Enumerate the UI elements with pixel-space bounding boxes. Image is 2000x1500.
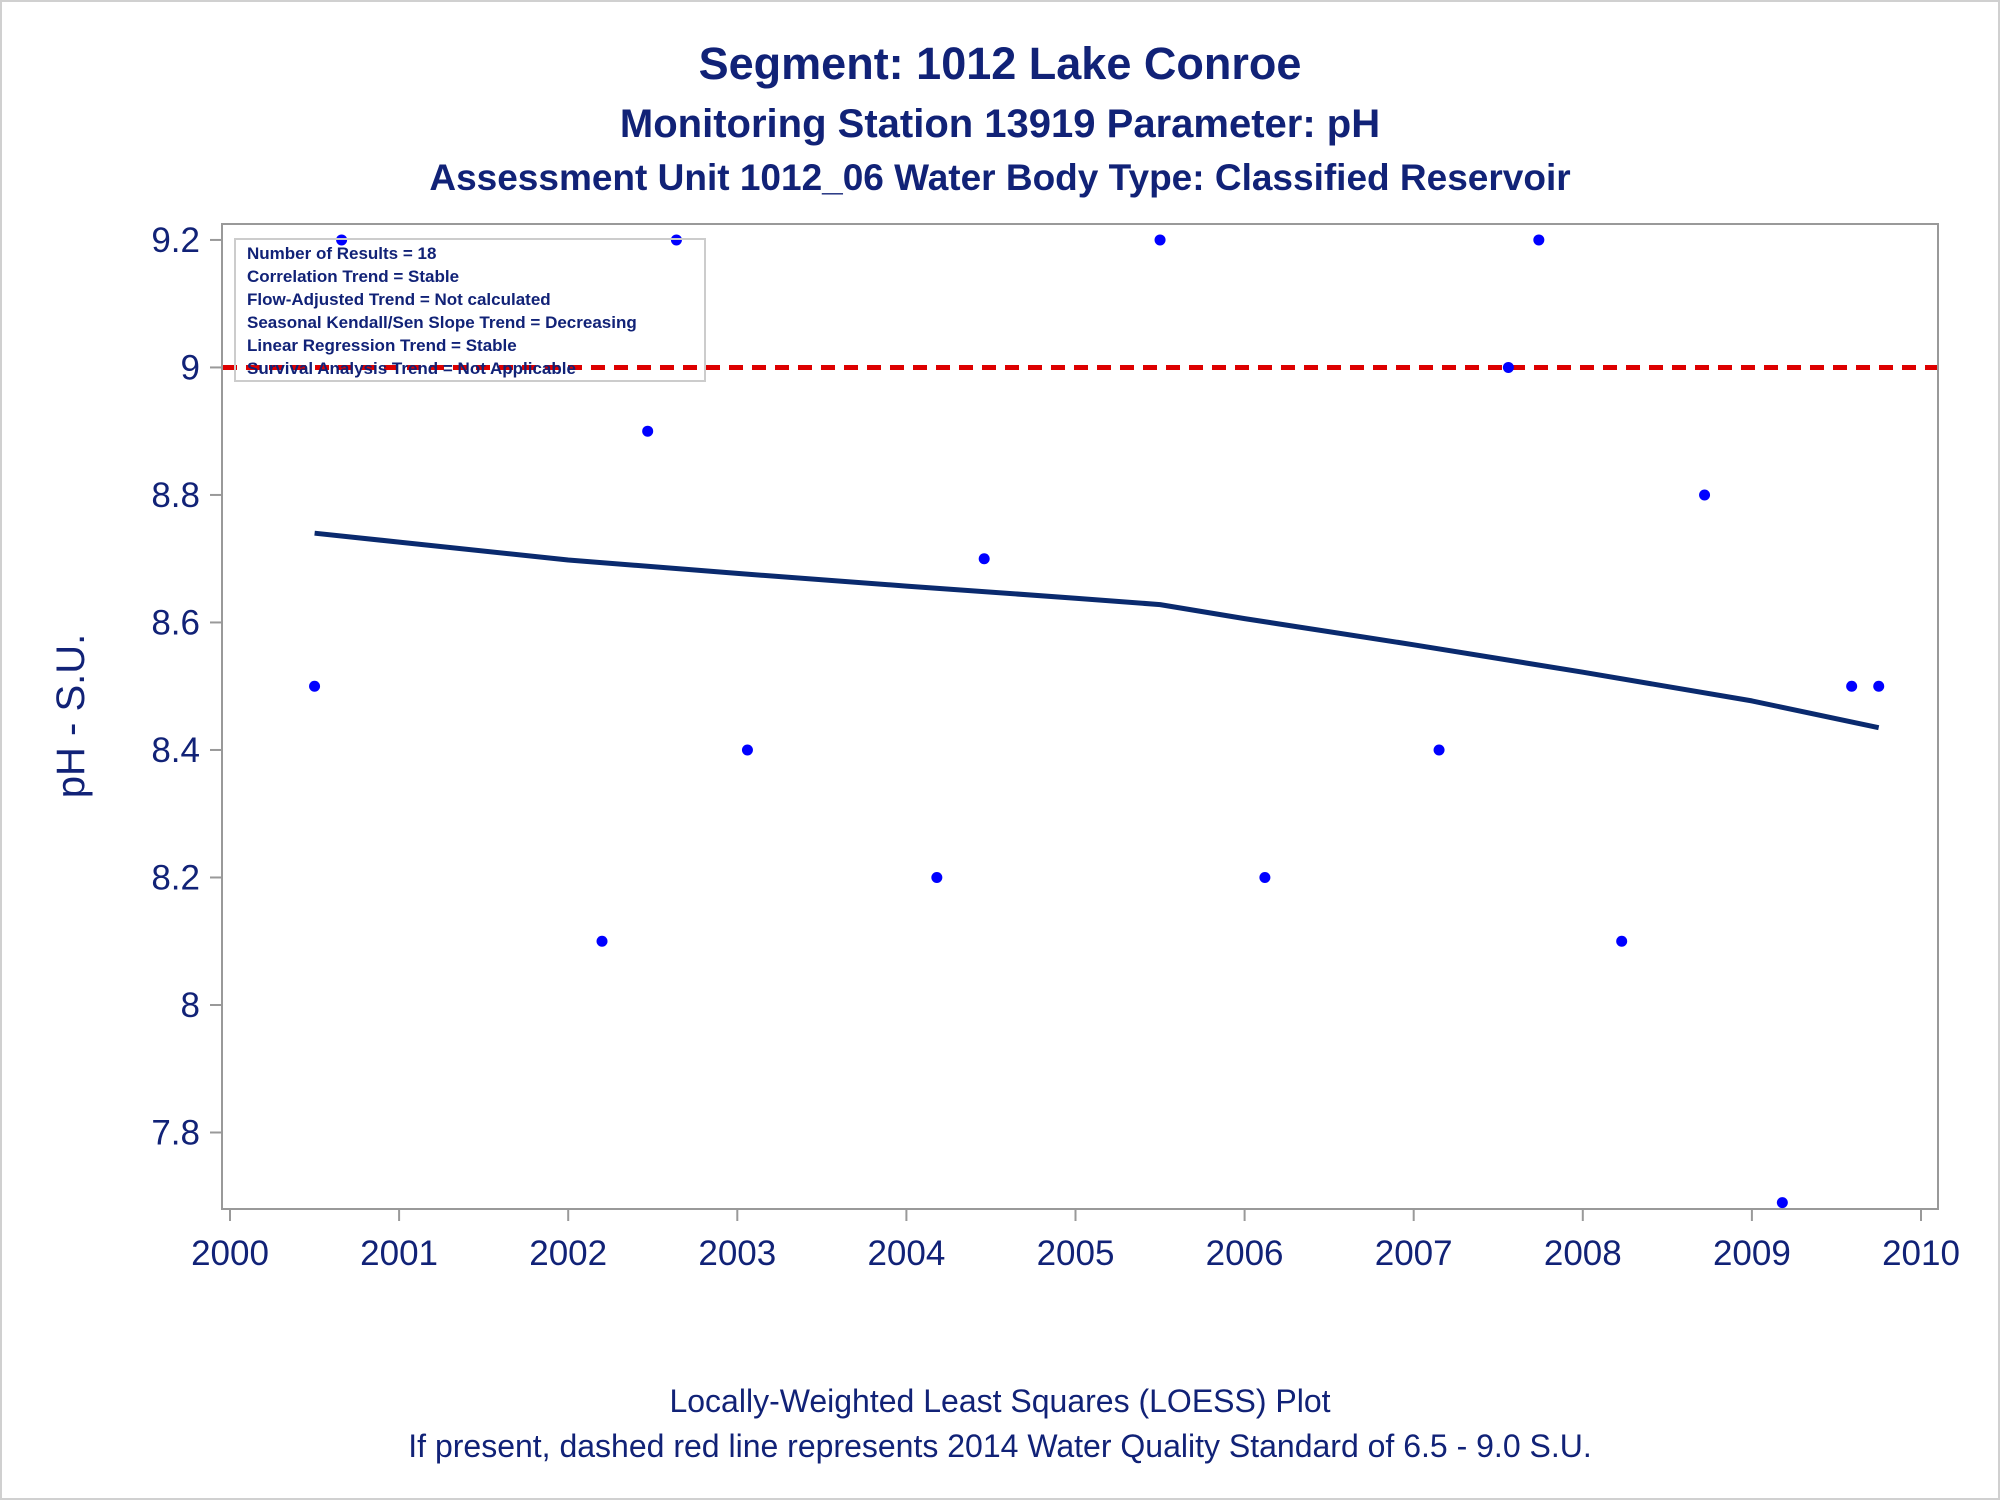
loess-line [314,530,1880,731]
data-point [978,553,990,565]
y-tick-label: 8.6 [151,603,200,642]
stats-box-line: Number of Results = 18 [247,244,436,263]
chart-title: Segment: 1012 Lake Conroe [698,38,1302,89]
x-tick-label: 2008 [1544,1234,1622,1273]
chart-subtitle-station: Monitoring Station 13919 Parameter: pH [619,102,1381,146]
x-tick-label: 2010 [1882,1234,1960,1273]
data-point [1154,234,1166,246]
data-point [1699,489,1711,501]
stats-box-line: Linear Regression Trend = Stable [247,336,517,355]
footnote-method: Locally-Weighted Least Squares (LOESS) P… [669,1383,1331,1419]
x-axis: 2000 2001 2002 2003 2004 2005 2006 2007 2008 2009… [191,1209,1960,1273]
y-tick-label: 9.2 [151,221,200,260]
y-tick-label: 9 [181,348,200,387]
stats-box-line: Seasonal Kendall/Sen Slope Trend = Decre… [247,313,637,332]
data-point [1776,1197,1788,1209]
y-tick-label: 8.2 [151,858,200,897]
data-point [1616,935,1628,947]
y-tick-label: 7.8 [151,1113,200,1152]
data-point [1533,234,1545,246]
chart-subtitle-assessment: Assessment Unit 1012_06 Water Body Type:… [429,157,1571,198]
x-tick-label: 2007 [1375,1234,1453,1273]
x-tick-label: 2001 [360,1234,438,1273]
data-point [741,744,753,756]
data-point [1873,680,1885,692]
data-point [309,680,321,692]
x-tick-label: 2004 [867,1234,945,1273]
x-tick-label: 2005 [1037,1234,1115,1273]
stats-box-line: Survival Analysis Trend = Not Applicable [247,359,576,378]
y-tick-label: 8.4 [151,731,200,770]
data-point [1502,361,1514,373]
y-axis: 7.8 8 8.2 8.4 8.6 8.8 9 9.2 [151,221,222,1152]
x-tick-label: 2006 [1206,1234,1284,1273]
plot-area [221,223,1939,1210]
stats-box-line: Flow-Adjusted Trend = Not calculated [247,290,551,309]
data-point [1433,744,1445,756]
y-tick-label: 8.8 [151,476,200,515]
x-tick-label: 2000 [191,1234,269,1273]
footnote-standard: If present, dashed red line represents 2… [408,1428,1592,1464]
points-layer [309,234,1885,1209]
data-point [1259,871,1271,883]
x-tick-label: 2003 [698,1234,776,1273]
data-point [1846,680,1858,692]
stats-box-border [234,238,706,382]
data-point [931,871,943,883]
x-tick-label: 2009 [1713,1234,1791,1273]
data-point [642,425,654,437]
stats-box: Number of Results = 18 Correlation Trend … [234,238,706,382]
y-axis-label: pH - S.U. [49,634,93,798]
data-point [596,935,608,947]
loess-layer [314,530,1880,731]
x-tick-label: 2002 [529,1234,607,1273]
y-tick-label: 8 [181,986,200,1025]
stats-box-line: Correlation Trend = Stable [247,267,459,286]
